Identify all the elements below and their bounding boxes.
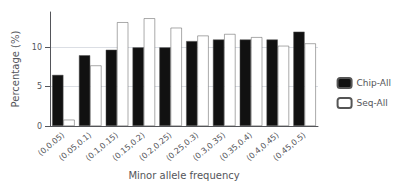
svg-text:10: 10 [32, 43, 42, 52]
svg-text:(0.4,0.45): (0.4,0.45) [244, 130, 281, 163]
svg-text:(0.1,0.15): (0.1,0.15) [84, 130, 120, 163]
svg-text:(0,0.05): (0,0.05) [36, 130, 67, 158]
svg-text:(0.45,0.5): (0.45,0.5) [272, 131, 308, 163]
svg-text:Chip-All: Chip-All [357, 78, 391, 88]
svg-text:(0.3,0.35): (0.3,0.35) [191, 130, 228, 163]
svg-text:Minor allele frequency: Minor allele frequency [128, 170, 239, 181]
svg-text:(0.15,0.2): (0.15,0.2) [110, 130, 147, 163]
svg-text:(0.35,0.4): (0.35,0.4) [218, 130, 254, 163]
svg-text:(0.2,0.25): (0.2,0.25) [137, 130, 174, 163]
svg-text:Seq-All: Seq-All [357, 98, 388, 108]
svg-text:(0.05,0.1): (0.05,0.1) [57, 130, 94, 163]
svg-text:5: 5 [37, 82, 42, 91]
svg-text:Percentage (%): Percentage (%) [10, 31, 21, 108]
svg-text:(0.25,0.3): (0.25,0.3) [164, 130, 201, 163]
svg-text:0: 0 [37, 122, 42, 131]
